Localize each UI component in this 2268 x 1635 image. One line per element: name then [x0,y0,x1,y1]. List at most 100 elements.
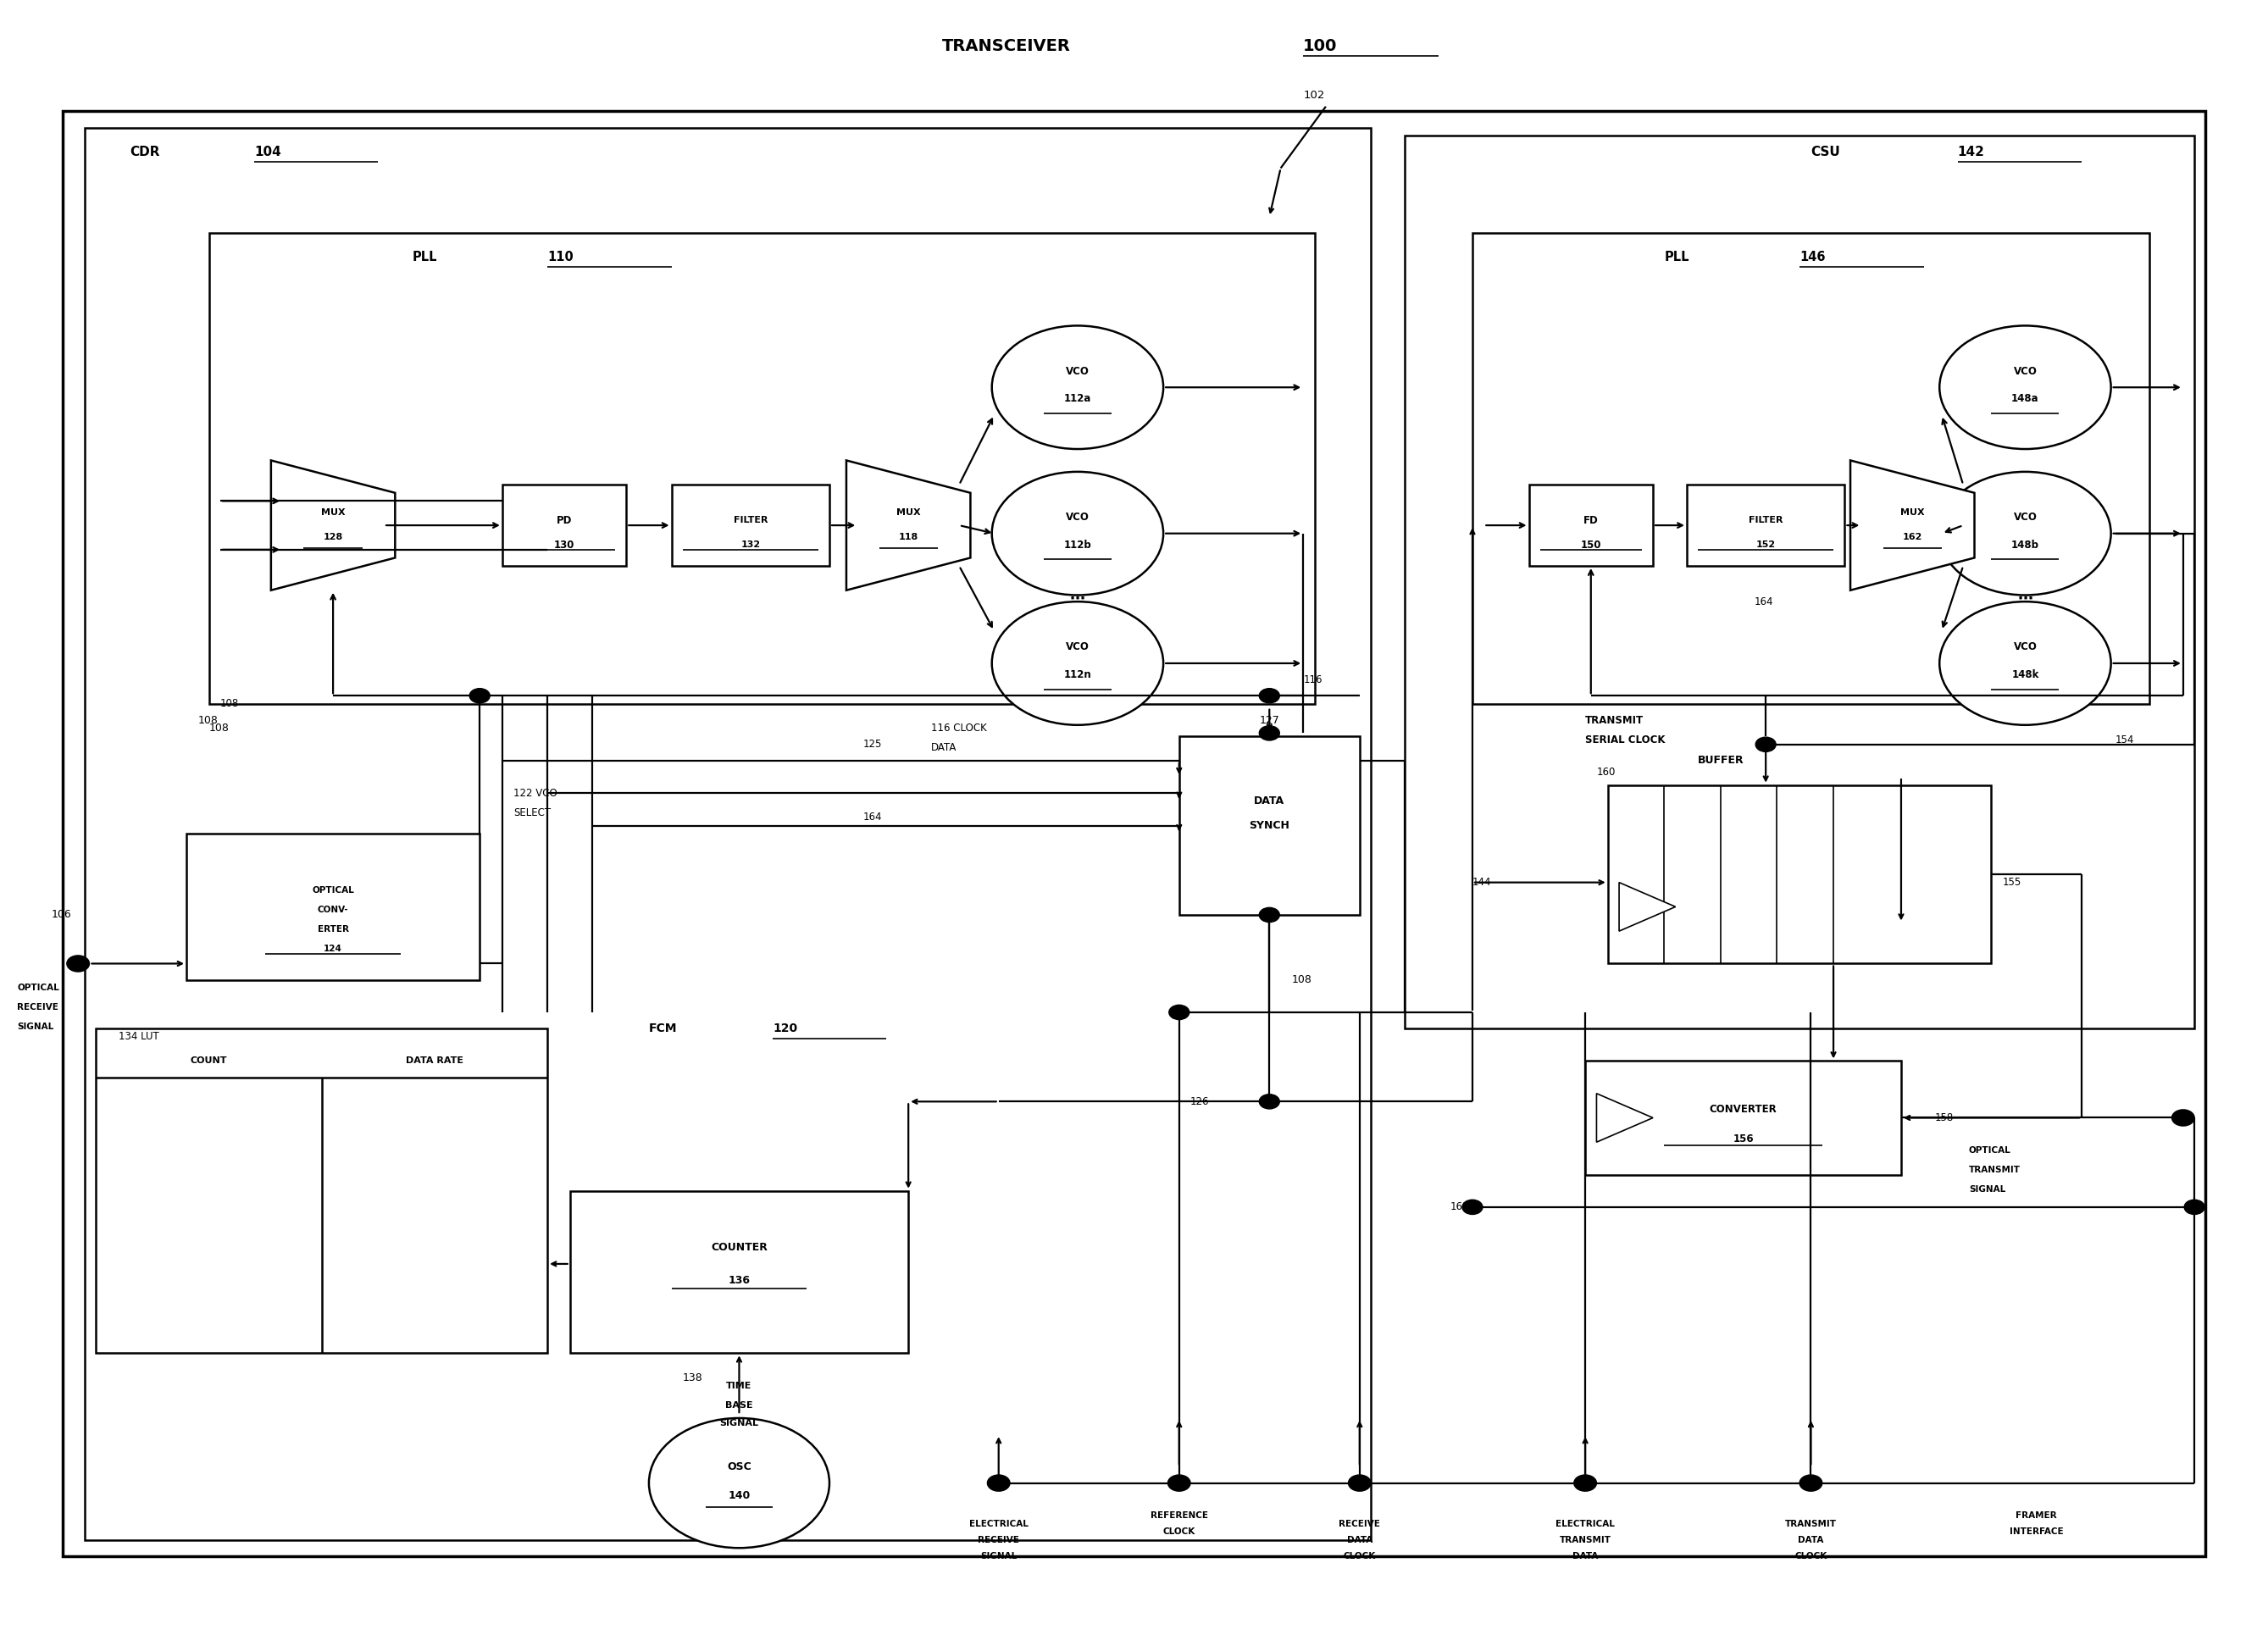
Text: 148b: 148b [2012,540,2039,551]
Text: 116: 116 [1304,674,1322,685]
Polygon shape [270,461,395,590]
Text: 102: 102 [1304,90,1325,101]
Text: SELECT: SELECT [513,808,551,818]
Circle shape [1755,737,1776,752]
Text: VCO: VCO [1066,366,1089,376]
Bar [209,234,1315,705]
Bar [1687,484,1844,566]
Text: SIGNAL: SIGNAL [980,1552,1016,1560]
Circle shape [1463,1200,1483,1215]
Circle shape [469,688,490,703]
Text: RECEIVE: RECEIVE [1338,1519,1381,1527]
Text: VCO: VCO [1066,641,1089,652]
Text: RECEIVE: RECEIVE [978,1535,1018,1543]
Text: VCO: VCO [1066,512,1089,523]
Circle shape [1349,1475,1370,1491]
Text: CONV-: CONV- [318,906,349,914]
Text: 136: 136 [728,1275,751,1285]
Bar [1529,484,1653,566]
Circle shape [1939,602,2112,724]
Text: 118: 118 [898,533,919,541]
Text: 156: 156 [1733,1133,1753,1144]
Circle shape [2184,1200,2204,1215]
Text: VCO: VCO [2014,641,2037,652]
Text: FCM: FCM [649,1022,678,1035]
Text: RECEIVE: RECEIVE [18,1004,59,1012]
Text: 155: 155 [2003,876,2021,888]
Text: 120: 120 [773,1022,798,1035]
Text: 146: 146 [1799,252,1826,263]
Text: 144: 144 [1472,876,1492,888]
Text: CSU: CSU [1810,146,1839,159]
Bar [95,1028,547,1354]
Text: INTERFACE: INTERFACE [2009,1527,2064,1535]
Circle shape [1799,1475,1821,1491]
Bar [1472,234,2150,705]
Circle shape [1939,325,2112,450]
Text: 140: 140 [728,1491,751,1501]
Text: 108: 108 [1293,974,1313,986]
Circle shape [1168,1475,1191,1491]
Text: 152: 152 [1755,541,1776,549]
Circle shape [1259,1094,1279,1109]
Circle shape [1259,688,1279,703]
Circle shape [1259,907,1279,922]
Text: 108: 108 [197,714,218,726]
Text: 108: 108 [209,723,229,734]
Text: 122 VCO: 122 VCO [513,788,558,798]
Text: CLOCK: CLOCK [1163,1527,1195,1535]
Text: MUX: MUX [320,508,345,517]
Circle shape [991,602,1163,724]
Text: 126: 126 [1191,1095,1209,1107]
Circle shape [649,1418,830,1548]
Text: 112n: 112n [1064,669,1091,680]
Text: FRAMER: FRAMER [2016,1511,2057,1519]
Text: DATA RATE: DATA RATE [406,1056,463,1066]
Text: 148a: 148a [2012,392,2039,404]
Bar [1585,1061,1901,1174]
Text: 161: 161 [1449,1202,1470,1213]
Text: FD: FD [1583,515,1599,526]
Circle shape [987,1475,1009,1491]
Text: 116 CLOCK: 116 CLOCK [930,723,987,734]
Text: PLL: PLL [413,252,438,263]
Text: TRANSCEIVER: TRANSCEIVER [941,38,1070,54]
Text: DATA: DATA [930,742,957,754]
Circle shape [2173,1110,2195,1127]
Text: MUX: MUX [1901,508,1926,517]
Text: 112b: 112b [1064,540,1091,551]
Text: 132: 132 [742,541,760,549]
Text: COUNTER: COUNTER [710,1243,767,1252]
Circle shape [1574,1475,1597,1491]
Text: CLOCK: CLOCK [1794,1552,1828,1560]
Polygon shape [1851,461,1975,590]
Text: TRANSMIT: TRANSMIT [1969,1166,2021,1174]
Text: 106: 106 [50,909,70,921]
Text: SIGNAL: SIGNAL [719,1419,758,1427]
Text: OPTICAL: OPTICAL [1969,1146,2012,1154]
Text: 127: 127 [1259,714,1279,726]
Bar [501,484,626,566]
Text: 164: 164 [864,813,882,822]
Text: 142: 142 [1957,146,1984,159]
Text: SIGNAL: SIGNAL [18,1022,54,1032]
Text: DATA: DATA [1572,1552,1599,1560]
Bar [1608,785,1991,963]
Circle shape [991,473,1163,595]
Text: 160: 160 [1597,767,1615,778]
Text: BASE: BASE [726,1401,753,1409]
Text: 104: 104 [254,146,281,159]
Text: ELECTRICAL: ELECTRICAL [968,1519,1027,1527]
Polygon shape [846,461,971,590]
Bar [671,484,830,566]
Text: OPTICAL: OPTICAL [18,984,59,992]
Text: VCO: VCO [2014,366,2037,376]
Text: ⋯: ⋯ [2019,590,2032,607]
Text: SIGNAL: SIGNAL [1969,1185,2005,1194]
Text: DATA: DATA [1254,796,1284,806]
Text: ⋯: ⋯ [1070,590,1084,607]
Text: MUX: MUX [896,508,921,517]
Text: 108: 108 [220,698,238,710]
Polygon shape [1597,1094,1653,1143]
Bar [569,1190,909,1354]
